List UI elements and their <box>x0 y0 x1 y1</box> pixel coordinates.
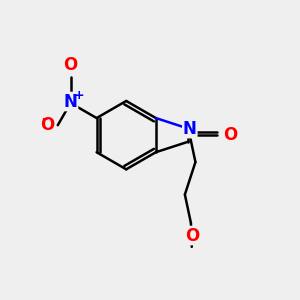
Text: O: O <box>223 126 237 144</box>
Text: O: O <box>40 116 54 134</box>
Text: N: N <box>183 120 197 138</box>
Text: N: N <box>64 92 77 110</box>
Text: -: - <box>41 111 48 126</box>
Text: +: + <box>74 89 84 102</box>
Text: O: O <box>63 56 78 74</box>
Text: O: O <box>185 226 200 244</box>
